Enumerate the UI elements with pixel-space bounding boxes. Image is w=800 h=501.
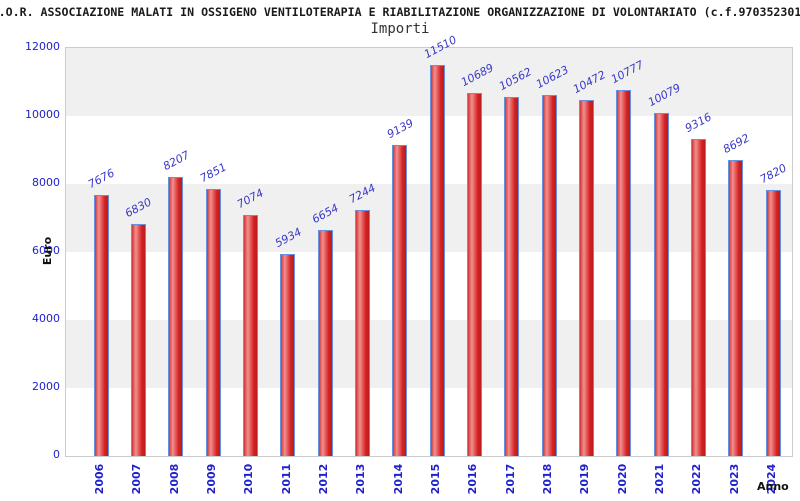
bar-2008 — [168, 176, 184, 456]
bar-2011 — [280, 254, 296, 456]
bar-value-label: 8692 — [720, 131, 752, 157]
bar-2009 — [205, 189, 221, 456]
chart-title: Importi — [370, 21, 430, 37]
x-tick-label-2008: 2008 — [167, 463, 181, 495]
bar-2007 — [130, 223, 146, 456]
x-tick-label-2014: 2014 — [391, 463, 405, 495]
y-tick-label: 12000 — [25, 40, 60, 53]
x-tick-label-2019: 2019 — [578, 463, 592, 495]
chart-header-title: .O.R. ASSOCIAZIONE MALATI IN OSSIGENO VE… — [0, 5, 800, 19]
bar-value-label: 7851 — [197, 160, 229, 186]
x-tick-label-2013: 2013 — [354, 463, 368, 495]
bar-2021 — [653, 113, 669, 456]
bar-2014 — [392, 145, 408, 456]
bar-value-label: 7074 — [235, 186, 267, 212]
bar-value-label: 9316 — [683, 110, 715, 136]
x-tick-label-2010: 2010 — [242, 463, 256, 495]
y-tick-label: 0 — [53, 448, 60, 461]
bar-2017 — [504, 96, 520, 456]
y-tick-label: 10000 — [25, 108, 60, 121]
bar-2012 — [317, 229, 333, 456]
bar-value-label: 6654 — [309, 201, 341, 226]
x-tick-label-2022: 2022 — [690, 463, 704, 495]
x-tick-label-2011: 2011 — [279, 463, 293, 495]
bar-2022 — [690, 139, 706, 456]
x-tick-label-2020: 2020 — [615, 463, 629, 495]
bar-2024 — [765, 190, 781, 456]
x-tick-label-2021: 2021 — [653, 463, 666, 495]
x-tick-label-2016: 2016 — [466, 463, 480, 495]
y-tick-label: 2000 — [32, 380, 60, 393]
x-tick-label-2018: 2018 — [541, 463, 554, 495]
x-tick-label-2024: 2024 — [765, 463, 778, 495]
bar-value-label: 9139 — [384, 116, 416, 142]
bar-2023 — [728, 160, 744, 456]
x-axis-title: Anno — [757, 480, 789, 493]
bar-2006 — [93, 195, 109, 456]
bar-value-label: 7676 — [85, 166, 117, 192]
y-axis-title: Euro — [41, 236, 54, 266]
bar-2020 — [616, 89, 632, 456]
bar-value-label: 8207 — [160, 148, 192, 173]
y-tick-label: 4000 — [32, 312, 60, 325]
x-tick-label-2007: 2007 — [130, 463, 144, 495]
bar-2013 — [354, 209, 370, 456]
x-tick-label-2006: 2006 — [93, 463, 106, 495]
bar-value-label: 10562 — [496, 64, 534, 93]
bar-2016 — [466, 92, 482, 456]
bar-value-label: 10777 — [608, 57, 646, 86]
x-tick-label-2015: 2015 — [429, 463, 442, 495]
bar-value-label: 10623 — [533, 62, 571, 91]
bar-value-label: 5934 — [272, 225, 304, 251]
x-tick-label-2009: 2009 — [205, 463, 218, 495]
bar-value-label: 10472 — [571, 68, 609, 96]
bar-value-label: 10079 — [645, 81, 683, 110]
bar-2018 — [541, 94, 557, 456]
y-tick-label: 8000 — [32, 176, 60, 189]
bar-value-label: 6830 — [123, 195, 155, 220]
bar-2015 — [429, 64, 445, 456]
bar-2010 — [242, 215, 258, 456]
bar-2019 — [578, 99, 594, 456]
x-tick-label-2012: 2012 — [317, 463, 330, 495]
x-tick-label-2023: 2023 — [727, 463, 741, 495]
bar-value-label: 10689 — [459, 60, 497, 89]
bar-value-label: 7244 — [347, 181, 379, 206]
plot-area: 7676 6830 8207 7851 7074 5934 6654 7244 9139 1151… — [65, 33, 793, 457]
x-tick-label-2017: 2017 — [503, 463, 517, 495]
bar-value-label: 7820 — [757, 161, 789, 187]
y-tick-label: 6000 — [32, 244, 60, 257]
